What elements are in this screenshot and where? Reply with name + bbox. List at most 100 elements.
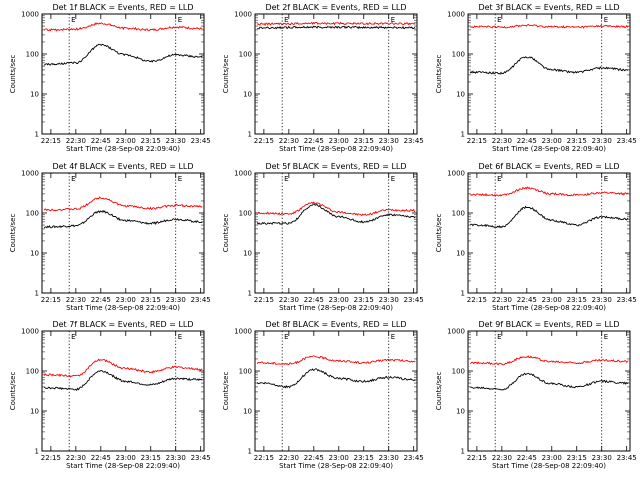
event-marker-label: E — [284, 16, 288, 24]
plot-frame — [41, 330, 205, 452]
x-tick-label: 22:15 — [467, 137, 487, 145]
y-axis-label: Counts/sec — [435, 372, 443, 411]
x-tick-label: 23:00 — [542, 454, 562, 462]
x-tick-label: 23:15 — [354, 296, 374, 304]
y-tick-label: 1000 — [447, 328, 465, 336]
y-tick-label: 1 — [35, 448, 39, 456]
x-axis-label: Start Time (28-Sep-08 22:09:40) — [66, 304, 180, 312]
x-tick-label: 23:45 — [404, 296, 424, 304]
chart-panel-2: Det 2f BLACK = Events, RED = LLD 1 10 100 10… — [222, 3, 424, 153]
y-tick-label: 100 — [239, 210, 252, 218]
y-axis-label: Counts/sec — [435, 214, 443, 253]
event-marker-label: E — [71, 16, 75, 24]
y-tick-label: 10 — [243, 91, 252, 99]
x-tick-label: 22:15 — [254, 454, 274, 462]
x-tick-label: 23:30 — [379, 296, 399, 304]
chart-title: Det 6f BLACK = Events, RED = LLD — [478, 162, 619, 171]
y-tick-label: 100 — [452, 51, 465, 59]
x-axis-label: Start Time (28-Sep-08 22:09:40) — [66, 462, 180, 470]
event-marker-label: E — [391, 175, 395, 183]
event-marker-label: E — [391, 16, 395, 24]
chart-title: Det 5f BLACK = Events, RED = LLD — [265, 162, 406, 171]
plot-frame — [254, 172, 418, 294]
x-tick-label: 23:45 — [404, 454, 424, 462]
x-tick-label: 23:45 — [191, 454, 211, 462]
y-tick-label: 10 — [30, 408, 39, 416]
x-tick-label: 23:45 — [191, 137, 211, 145]
event-marker-label: E — [178, 16, 182, 24]
y-axis-label: Counts/sec — [435, 55, 443, 94]
y-tick-label: 1 — [35, 290, 39, 298]
y-tick-label: 10 — [243, 408, 252, 416]
event-marker-label: E — [604, 16, 608, 24]
lld-series-line — [469, 355, 629, 366]
lld-series-line — [256, 21, 416, 27]
event-marker-label: E — [604, 333, 608, 341]
y-tick-label: 1000 — [447, 11, 465, 19]
y-axis-label: Counts/sec — [9, 55, 17, 94]
x-tick-label: 23:30 — [592, 296, 612, 304]
lld-series-line — [43, 358, 203, 378]
x-tick-label: 22:30 — [66, 454, 86, 462]
event-marker-label: E — [497, 175, 501, 183]
event-marker-label: E — [497, 333, 501, 341]
x-tick-label: 22:45 — [517, 454, 537, 462]
plot-frame — [41, 13, 205, 135]
x-axis-label: Start Time (28-Sep-08 22:09:40) — [66, 145, 180, 153]
chart-title: Det 4f BLACK = Events, RED = LLD — [52, 162, 193, 171]
y-tick-label: 1 — [461, 131, 465, 139]
y-tick-label: 1000 — [21, 328, 39, 336]
x-tick-label: 23:15 — [354, 137, 374, 145]
y-axis-label: Counts/sec — [9, 214, 17, 253]
x-tick-label: 23:30 — [166, 296, 186, 304]
x-axis-label: Start Time (28-Sep-08 22:09:40) — [279, 462, 393, 470]
x-tick-label: 23:30 — [592, 137, 612, 145]
lld-series-line — [470, 186, 629, 197]
x-axis-label: Start Time (28-Sep-08 22:09:40) — [279, 145, 393, 153]
events-series-line — [257, 25, 416, 30]
y-tick-label: 1 — [461, 290, 465, 298]
plot-frame — [254, 13, 418, 135]
x-tick-label: 22:15 — [467, 296, 487, 304]
x-tick-label: 23:15 — [141, 454, 161, 462]
y-tick-label: 10 — [456, 408, 465, 416]
events-series-line — [470, 205, 629, 229]
x-tick-label: 23:15 — [567, 137, 587, 145]
lld-series-line — [43, 22, 203, 32]
event-marker-label: E — [284, 333, 288, 341]
y-tick-label: 100 — [26, 368, 39, 376]
x-tick-label: 22:45 — [91, 296, 111, 304]
chart-title: Det 8f BLACK = Events, RED = LLD — [265, 320, 406, 329]
y-axis-label: Counts/sec — [222, 55, 230, 94]
x-tick-label: 22:30 — [279, 137, 299, 145]
lld-series-line — [256, 201, 416, 217]
x-tick-label: 23:00 — [542, 296, 562, 304]
y-tick-label: 100 — [26, 210, 39, 218]
x-tick-label: 23:15 — [141, 137, 161, 145]
x-axis-label: Start Time (28-Sep-08 22:09:40) — [279, 304, 393, 312]
x-tick-label: 22:45 — [304, 137, 324, 145]
x-tick-label: 23:45 — [404, 137, 424, 145]
chart-title: Det 9f BLACK = Events, RED = LLD — [478, 320, 619, 329]
x-tick-label: 22:30 — [66, 296, 86, 304]
event-marker-label: E — [497, 16, 501, 24]
y-tick-label: 1000 — [234, 170, 252, 178]
plot-frame — [41, 172, 205, 294]
y-tick-label: 1000 — [21, 11, 39, 19]
y-tick-label: 100 — [239, 368, 252, 376]
chart-panel-7: Det 7f BLACK = Events, RED = LLD 1 10 100 10… — [9, 320, 211, 470]
x-tick-label: 22:15 — [41, 137, 61, 145]
x-tick-label: 23:30 — [166, 137, 186, 145]
y-axis-label: Counts/sec — [9, 372, 17, 411]
events-series-line — [256, 203, 416, 225]
x-tick-label: 23:30 — [592, 454, 612, 462]
chart-panel-3: Det 3f BLACK = Events, RED = LLD 1 10 100 10… — [435, 3, 637, 153]
x-tick-label: 23:00 — [116, 454, 136, 462]
x-tick-label: 22:15 — [467, 454, 487, 462]
event-marker-label: E — [391, 333, 395, 341]
x-tick-label: 22:30 — [279, 296, 299, 304]
chart-panel-8: Det 8f BLACK = Events, RED = LLD 1 10 100 10… — [222, 320, 424, 470]
events-series-line — [470, 372, 629, 391]
event-marker-label: E — [71, 333, 75, 341]
y-axis-label: Counts/sec — [222, 214, 230, 253]
